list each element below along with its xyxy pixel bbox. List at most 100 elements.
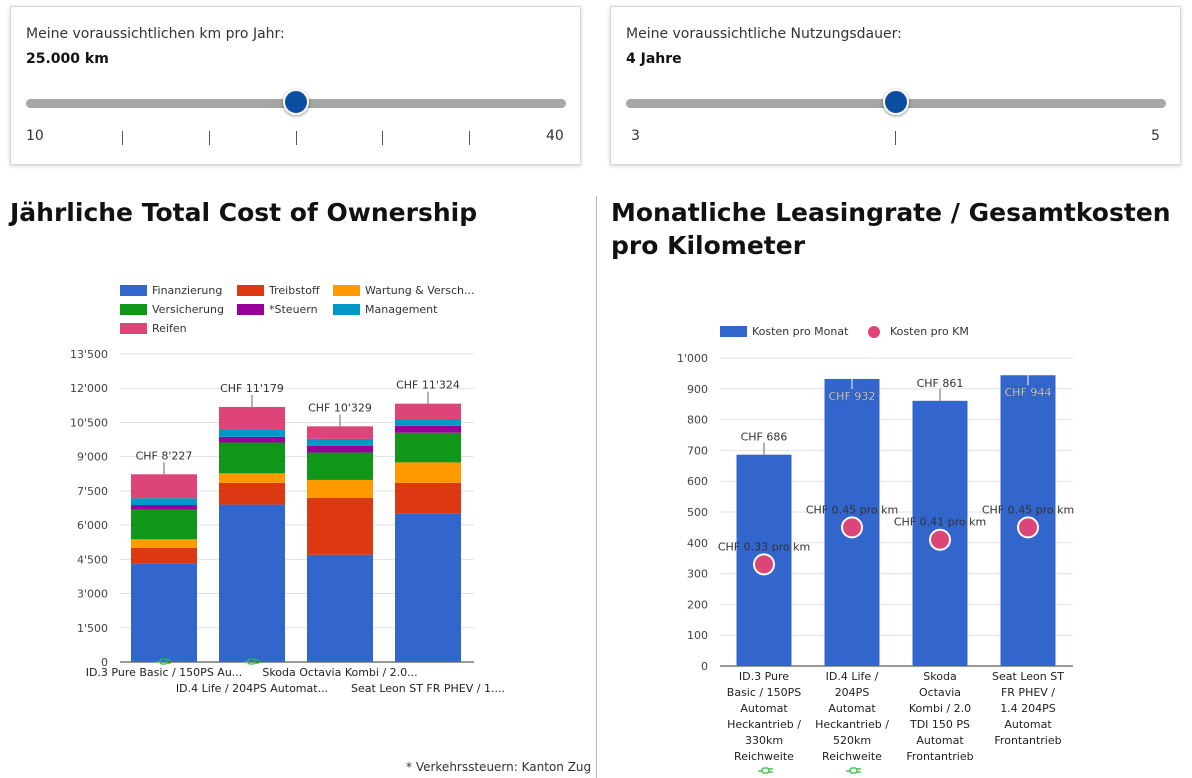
legend-item-finanzierung[interactable]: Finanzierung (120, 284, 222, 297)
y-tick-label: 3'000 (77, 588, 108, 601)
x-category-label: Seat Leon ST FR PHEV / 1.... (351, 682, 505, 695)
bar-segment (131, 505, 197, 510)
x-category-label: Skoda Octavia Kombi / 2.0... (262, 666, 417, 679)
km-slider-thumb[interactable] (283, 89, 309, 115)
km-slider-tick (382, 131, 383, 145)
bar-segment (395, 462, 461, 483)
bar-segment (131, 509, 197, 540)
km-slider-tick (122, 131, 123, 145)
total-label: CHF 8'227 (136, 449, 193, 462)
bar-segment (307, 438, 373, 446)
legend-swatch (120, 323, 147, 334)
leasing-chart: 0 100 200 300 400 500 600 700 800 900 1'000 CHF 686… (677, 352, 1074, 774)
km-slider-min: 10 (26, 128, 44, 144)
bar-segment (131, 539, 197, 548)
legend-swatch (120, 285, 147, 296)
x-category-label: FR PHEV / (1001, 686, 1055, 699)
bar-segment (395, 482, 461, 514)
km-cost-label: CHF 0.45 pro km (982, 503, 1074, 516)
tco-chart: 0 1'500 3'000 4'500 6'000 7'500 9'000 10'500 12'… (70, 348, 505, 695)
bar-segment (395, 513, 461, 662)
km-slider-tick (296, 131, 297, 145)
x-category-label: 1.4 204PS (1000, 702, 1056, 715)
bar-value-label: CHF 686 (741, 431, 788, 444)
x-category-label: Octavia (919, 686, 961, 699)
legend-label: Reifen (152, 322, 187, 335)
x-category-label: ID.3 Pure (739, 670, 789, 683)
x-category-label: Automat (916, 734, 964, 747)
plug-icon (849, 767, 858, 774)
y-tick-label: 9'000 (77, 451, 108, 464)
bar-segment (131, 474, 197, 499)
duration-slider-value: 4 Jahre (626, 51, 682, 67)
x-category-label: 520km (833, 734, 871, 747)
tco-legend: Finanzierung Treibstoff Wartung & Versch… (120, 284, 520, 344)
y-tick-label: 100 (687, 629, 708, 642)
legend-item-reifen[interactable]: Reifen (120, 322, 187, 335)
legend-item-kosten-pro-monat[interactable]: Kosten pro Monat (720, 325, 848, 338)
x-category-label: Skoda (923, 670, 956, 683)
legend-item-versicherung[interactable]: Versicherung (120, 303, 224, 316)
bar-segment (131, 563, 197, 662)
x-category-label: Automat (740, 702, 788, 715)
x-category-label: Kombi / 2.0 (909, 702, 971, 715)
legend-label: Treibstoff (269, 284, 320, 297)
y-tick-label: 6'000 (77, 519, 108, 532)
duration-slider-min: 3 (631, 128, 640, 144)
x-category-label: 204PS (835, 686, 870, 699)
x-category-label: Seat Leon ST (992, 670, 1064, 683)
y-tick-label: 1'500 (77, 622, 108, 635)
bar-value-label: CHF 932 (829, 390, 876, 403)
plug-icon (761, 767, 770, 774)
bar-segment (219, 482, 285, 505)
bar-segment (395, 419, 461, 426)
legend-item-management[interactable]: Management (333, 303, 437, 316)
km-slider-tick (469, 131, 470, 145)
bar-segment (219, 436, 285, 443)
km-cost-point (753, 553, 775, 576)
km-slider-max: 40 (546, 128, 564, 144)
km-cost-label: CHF 0.41 pro km (894, 516, 986, 529)
legend-swatch (237, 304, 264, 315)
legend-swatch (333, 285, 360, 296)
km-cost-label: CHF 0.45 pro km (806, 503, 898, 516)
km-cost-point (929, 528, 951, 551)
legend-label: Kosten pro KM (890, 325, 969, 338)
km-slider-tick (209, 131, 210, 145)
y-tick-label: 300 (687, 568, 708, 581)
x-category-label: Heckantrieb / (727, 718, 801, 731)
bar-segment (307, 479, 373, 498)
km-cost-label: CHF 0.33 pro km (718, 540, 810, 553)
duration-slider-max: 5 (1151, 128, 1160, 144)
total-label: CHF 11'324 (396, 379, 460, 392)
y-tick-label: 13'500 (70, 348, 108, 361)
y-tick-label: 7'500 (77, 485, 108, 498)
legend-item-wartung[interactable]: Wartung & Versch... (333, 284, 474, 297)
y-tick-label: 500 (687, 506, 708, 519)
x-category-label: Reichweite (734, 750, 794, 763)
legend-swatch (120, 304, 147, 315)
footnote: * Verkehrssteuern: Kanton Zug (406, 760, 592, 774)
duration-slider-card: Meine voraussichtliche Nutzungsdauer: 4 … (610, 6, 1181, 165)
bar-segment (307, 554, 373, 662)
y-tick-label: 1'000 (677, 352, 708, 365)
legend-label: Management (365, 303, 438, 316)
bar-segment (395, 425, 461, 433)
bar-segment (219, 429, 285, 437)
legend-item-steuern[interactable]: *Steuern (237, 303, 318, 316)
legend-item-treibstoff[interactable]: Treibstoff (237, 284, 320, 297)
legend-label: Wartung & Versch... (365, 284, 475, 297)
bar-segment (307, 426, 373, 439)
total-label: CHF 10'329 (308, 401, 372, 414)
x-category-label: Basic / 150PS (727, 686, 801, 699)
y-tick-label: 4'500 (77, 553, 108, 566)
duration-slider-thumb[interactable] (883, 89, 909, 115)
legend-item-kosten-pro-km[interactable]: Kosten pro KM (868, 325, 969, 338)
y-tick-label: 0 (701, 660, 708, 673)
km-slider-card: Meine voraussichtlichen km pro Jahr: 25.… (10, 6, 581, 165)
x-category-label: Reichweite (822, 750, 882, 763)
km-slider-label: Meine voraussichtlichen km pro Jahr: (26, 26, 285, 42)
legend-swatch (333, 304, 360, 315)
leasing-legend: Kosten pro Monat Kosten pro KM (720, 325, 1020, 341)
y-tick-label: 0 (101, 656, 108, 669)
